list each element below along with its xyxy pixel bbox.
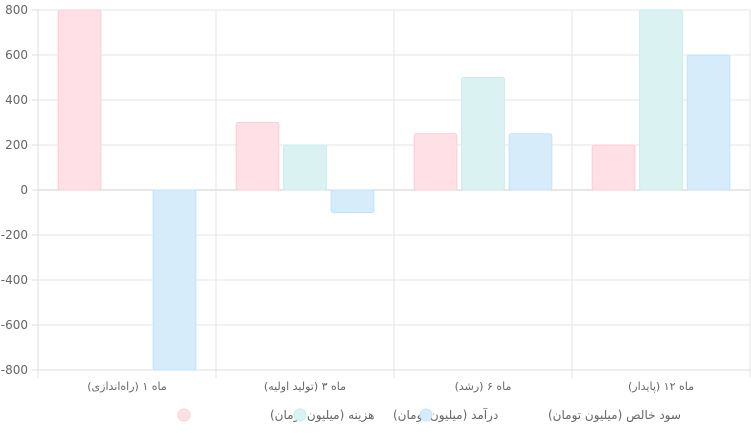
bar bbox=[686, 54, 731, 191]
x-tick-label: ماه ۳ (تولید اولیه) bbox=[264, 380, 346, 393]
y-tick-label: -200 bbox=[1, 228, 28, 242]
bar bbox=[235, 122, 280, 191]
y-tick-labels: -800 -600 -400 -200 0 200 400 600 800 bbox=[1, 3, 28, 377]
bars bbox=[57, 9, 731, 371]
y-tick-label: -800 bbox=[1, 363, 28, 377]
bar bbox=[461, 77, 505, 191]
bar bbox=[330, 189, 375, 213]
y-tick-label: 0 bbox=[20, 183, 28, 197]
bar bbox=[283, 144, 327, 191]
bar bbox=[639, 9, 683, 191]
y-tick-label: 400 bbox=[5, 93, 28, 107]
bar bbox=[152, 189, 197, 371]
legend: هزینه (میلیون تومان) درآمد (میلیون تومان)… bbox=[177, 407, 681, 423]
x-tick-label: ماه ۱۲ (پایدار) bbox=[628, 380, 694, 393]
y-tick-label: 800 bbox=[5, 3, 28, 17]
y-tick-label: 200 bbox=[5, 138, 28, 152]
bar bbox=[413, 133, 458, 191]
legend-swatch bbox=[177, 408, 191, 422]
x-tick-label: ماه ۱ (راه‌اندازی) bbox=[87, 380, 167, 393]
x-tick-labels: ماه ۱ (راه‌اندازی) ماه ۳ (تولید اولیه) ماه… bbox=[87, 380, 694, 393]
x-tick-label: ماه ۶ (رشد) bbox=[455, 380, 512, 393]
y-tick-label: -600 bbox=[1, 318, 28, 332]
legend-swatch bbox=[419, 408, 433, 422]
bar bbox=[57, 9, 102, 191]
bar bbox=[591, 144, 636, 191]
legend-label: درآمد (میلیون تومان) bbox=[393, 407, 498, 423]
legend-label: سود خالص (میلیون تومان) bbox=[548, 408, 681, 423]
legend-swatch bbox=[293, 408, 307, 422]
bar bbox=[508, 133, 553, 191]
y-tick-label: 600 bbox=[5, 48, 28, 62]
legend-label: هزینه (میلیون تومان) bbox=[270, 408, 374, 423]
y-tick-label: -400 bbox=[1, 273, 28, 287]
